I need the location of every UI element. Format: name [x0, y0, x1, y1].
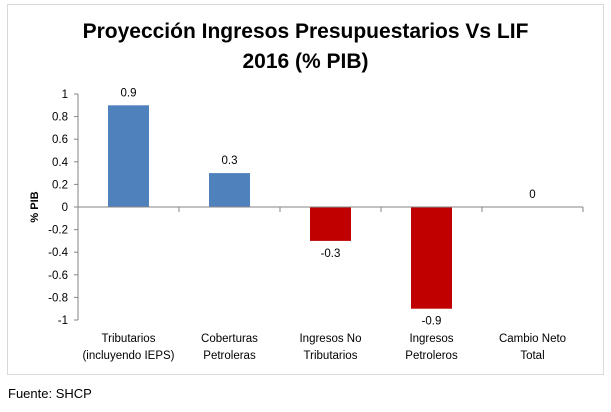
- bar: [209, 173, 250, 207]
- category-label: Petroleras: [203, 350, 256, 362]
- category-label: Tributarios: [304, 350, 358, 362]
- category-label: Total: [520, 350, 544, 362]
- category-label: Tributarios: [102, 333, 156, 345]
- data-label: -0.9: [422, 316, 442, 328]
- source-note: Fuente: SHCP: [8, 386, 92, 401]
- y-tick-label: -0.6: [48, 270, 68, 282]
- category-labels: Tributarios (incluyendo IEPS) Coberturas Pe…: [82, 333, 566, 362]
- category-label: Ingresos No: [299, 333, 361, 345]
- y-tick-label: 0.6: [52, 134, 68, 146]
- y-tick-label: 0.8: [52, 112, 68, 124]
- chart-title: Proyección Ingresos Presupuestarios Vs L…: [82, 20, 529, 43]
- category-label: Coberturas: [201, 333, 258, 345]
- y-tick-label: -0.2: [48, 225, 68, 237]
- y-tick-label: 0.4: [52, 157, 69, 169]
- y-tick-label: -0.4: [48, 247, 68, 259]
- bar-chart: 1 0.8 0.6 0.4 0.2 0 -0.2 -0.4 -0.6 -0.8 -1 0.9 0.3 -…: [29, 87, 584, 362]
- y-tick-label: 0.2: [52, 179, 68, 191]
- data-labels: 0.9 0.3 -0.3 -0.9 0: [121, 87, 536, 327]
- bars: [108, 105, 452, 309]
- data-label: 0.3: [222, 155, 238, 167]
- y-tick-label: -1: [58, 315, 68, 327]
- x-axis: [77, 206, 584, 212]
- y-tick-label: 1: [62, 89, 68, 101]
- category-label: Cambio Neto: [499, 333, 566, 345]
- bar: [310, 207, 351, 241]
- data-label: -0.3: [321, 248, 341, 260]
- y-axis: 1 0.8 0.6 0.4 0.2 0 -0.2 -0.4 -0.6 -0.8 -1: [48, 89, 79, 327]
- bar: [411, 207, 452, 309]
- y-axis-title: % PIB: [29, 191, 41, 222]
- y-tick-label: -0.8: [48, 292, 68, 304]
- category-label: Ingresos: [409, 333, 453, 345]
- data-label: 0: [529, 189, 535, 201]
- category-label: Petroleros: [405, 350, 458, 362]
- category-label: (incluyendo IEPS): [82, 350, 174, 362]
- data-label: 0.9: [121, 87, 137, 99]
- y-tick-label: 0: [62, 202, 68, 214]
- chart-subtitle: 2016 (% PIB): [242, 50, 369, 73]
- bar: [108, 105, 149, 207]
- chart-frame: [7, 4, 604, 375]
